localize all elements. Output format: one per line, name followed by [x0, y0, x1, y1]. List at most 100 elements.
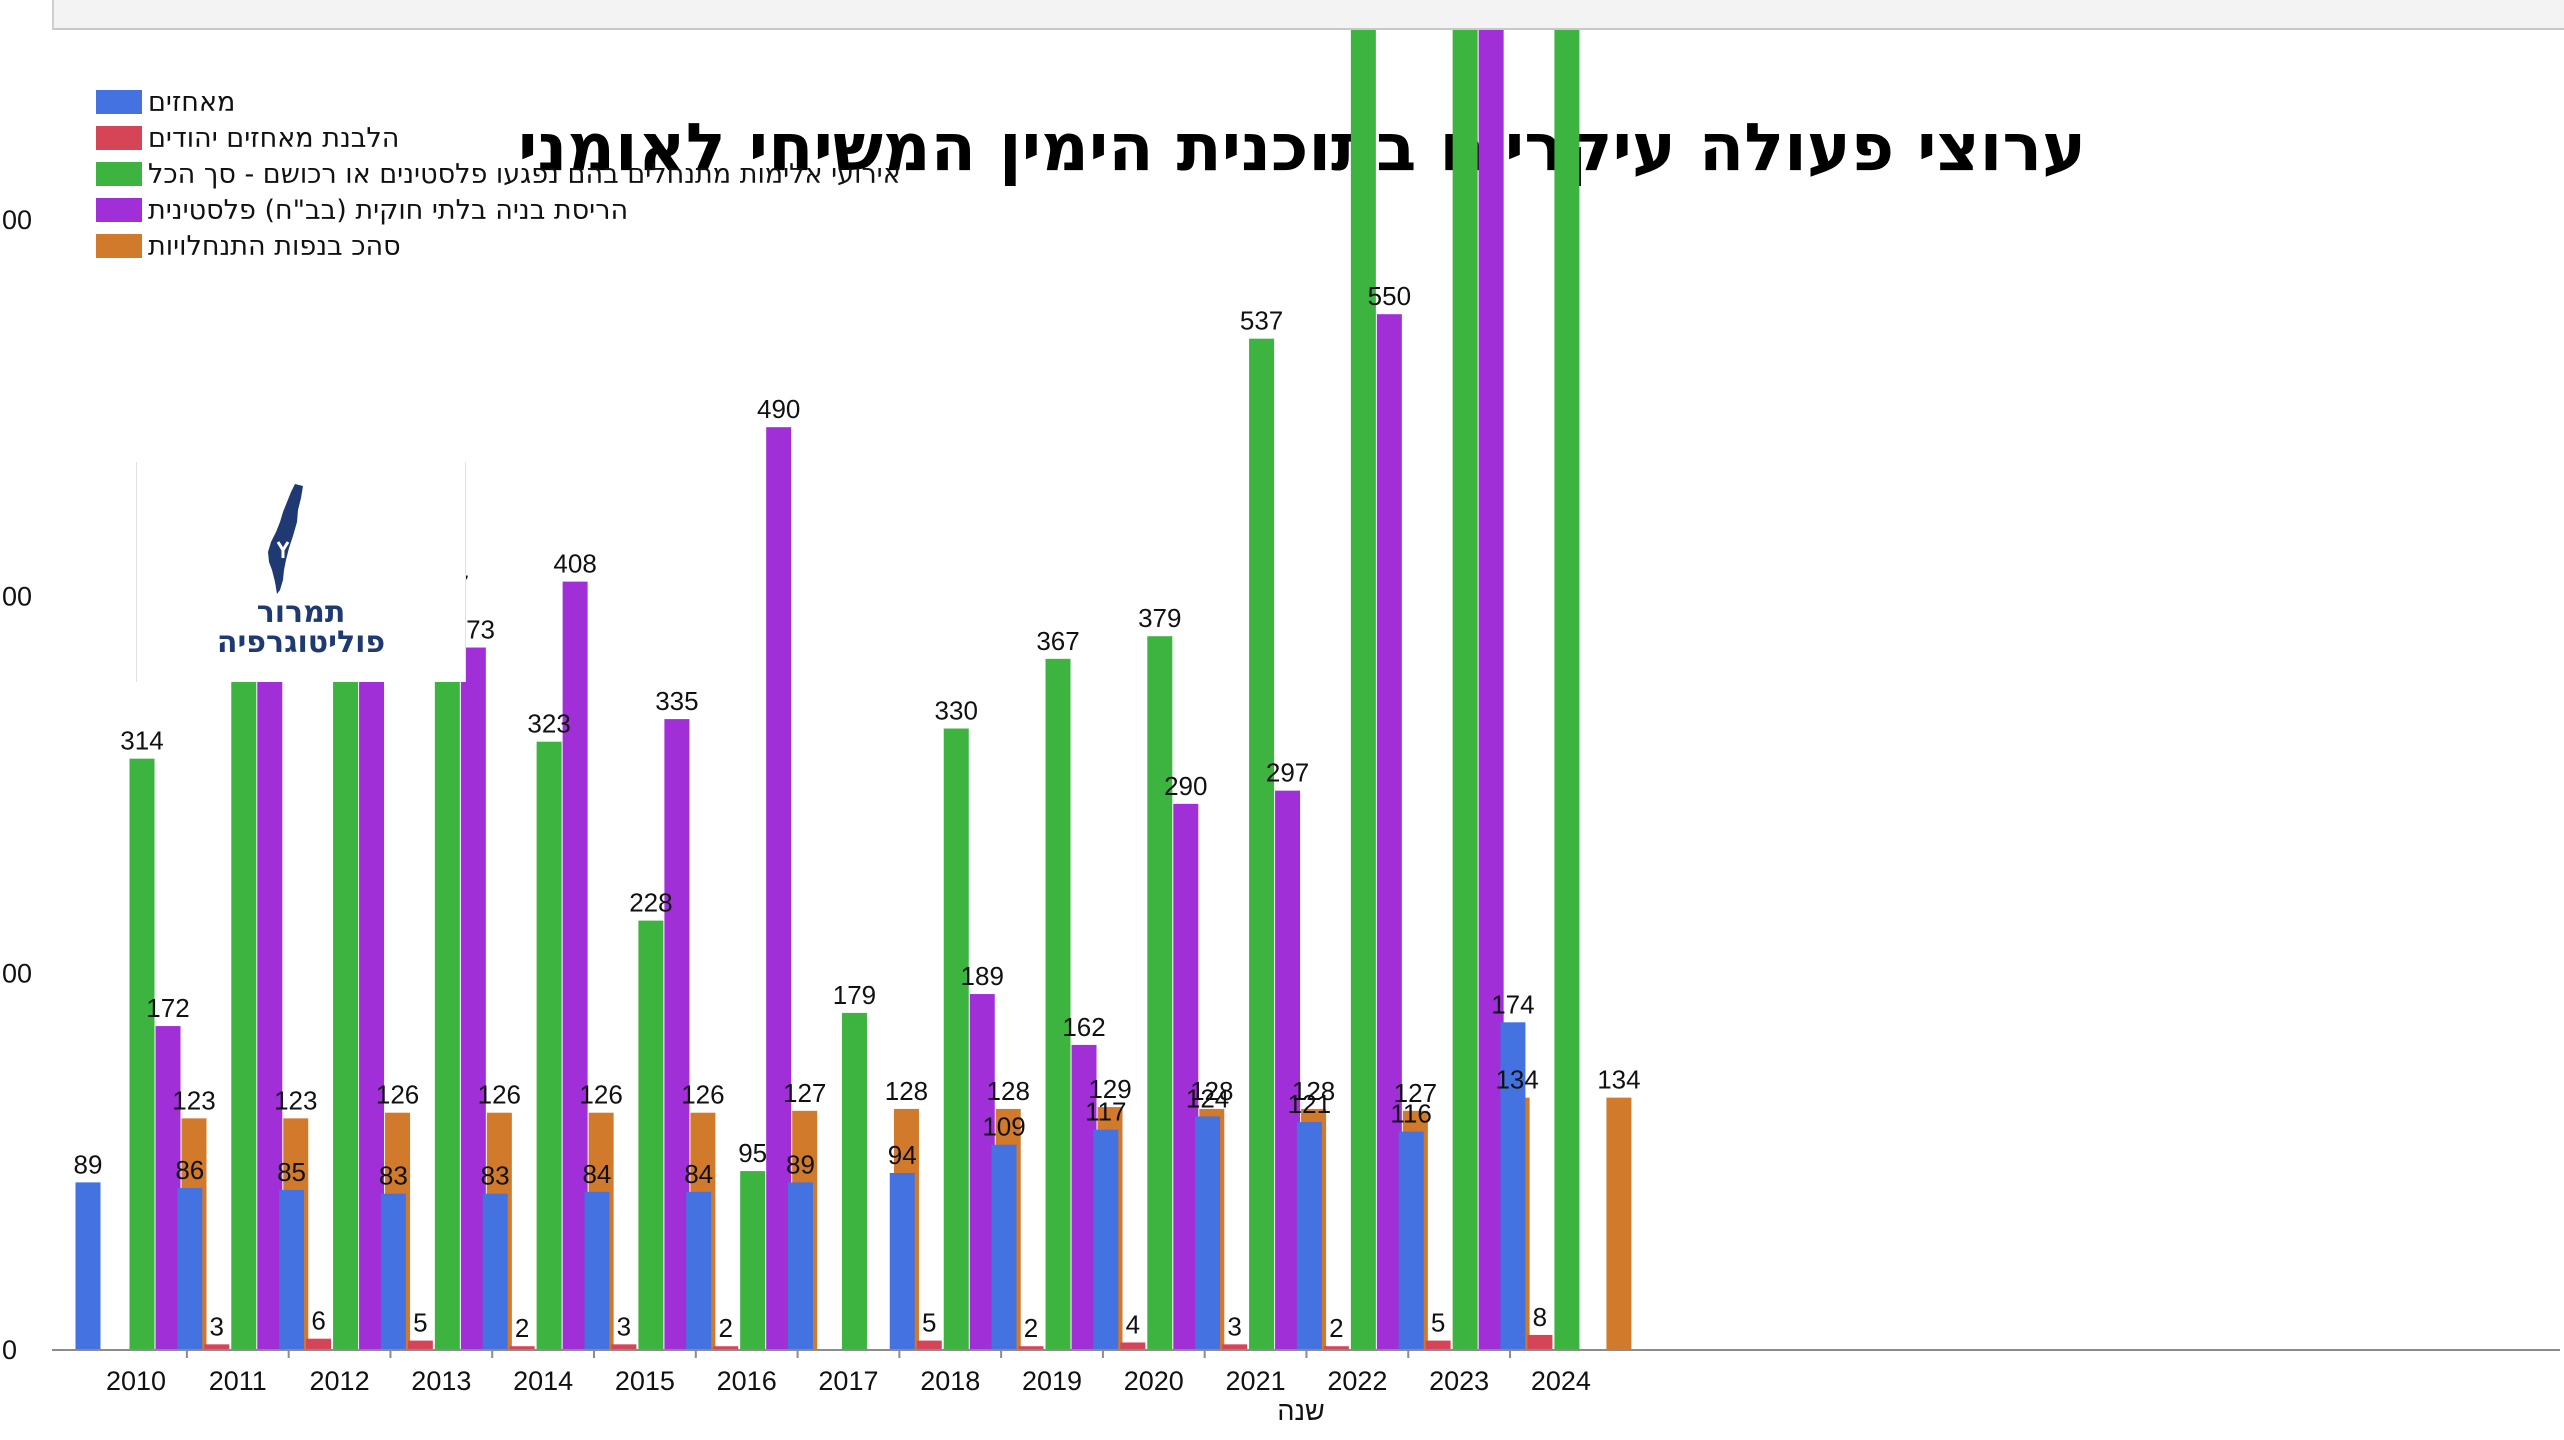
- data-label: 172: [146, 993, 189, 1023]
- bar: [1018, 1346, 1044, 1350]
- data-label: 109: [982, 1112, 1025, 1142]
- data-label: 86: [175, 1155, 204, 1185]
- data-label: 379: [1138, 603, 1181, 633]
- bar: [359, 606, 385, 1350]
- legend-swatch: [96, 126, 142, 150]
- bar: [1554, 30, 1580, 1351]
- y-tick-label: 00: [2, 582, 32, 612]
- x-tick-label: 2020: [1124, 1366, 1184, 1396]
- legend-swatch: [96, 198, 142, 222]
- bar: [460, 647, 486, 1350]
- map-icon: תמרור פוליטוגרפיה: [217, 484, 385, 660]
- legend-label: אירועי אלימות מתנחלים בהם נפגעו פלסטינים…: [148, 159, 901, 190]
- logo: תמרור פוליטוגרפיה: [136, 462, 466, 682]
- bar: [664, 719, 690, 1350]
- bar: [75, 1182, 101, 1350]
- bar: [1173, 803, 1199, 1350]
- data-label: 134: [1597, 1065, 1640, 1095]
- x-tick-label: 2014: [513, 1366, 573, 1396]
- data-label: 127: [783, 1078, 826, 1108]
- bar: [991, 1144, 1017, 1350]
- y-tick-label: 00: [2, 205, 32, 235]
- data-label: 129: [1088, 1074, 1131, 1104]
- bar: [1045, 658, 1071, 1350]
- bar: [333, 655, 359, 1350]
- data-label: 323: [527, 709, 570, 739]
- data-label: 330: [935, 696, 978, 726]
- bar: [155, 1026, 181, 1350]
- bar: [584, 1191, 610, 1350]
- data-label: 94: [888, 1140, 917, 1170]
- data-label: 5: [922, 1308, 936, 1338]
- x-tick-label: 2018: [920, 1366, 980, 1396]
- bar: [1093, 1129, 1119, 1350]
- bar: [177, 1188, 203, 1350]
- bar: [1249, 338, 1275, 1350]
- x-tick-label: 2012: [310, 1366, 370, 1396]
- bar: [1275, 790, 1301, 1350]
- data-label: 85: [277, 1157, 306, 1187]
- x-tick-label: 2015: [615, 1366, 675, 1396]
- bar: [204, 1344, 230, 1350]
- y-axis: 000000000000000: [2, 205, 32, 1365]
- data-label: 128: [987, 1076, 1030, 1106]
- data-label: 117: [1085, 1097, 1126, 1127]
- data-label: 83: [481, 1161, 510, 1191]
- legend: מאחזים הלבנת מאחזים יהודים אירועי אלימות מ…: [96, 87, 901, 262]
- x-tick-label: 2022: [1327, 1366, 1387, 1396]
- data-label: 174: [1491, 989, 1534, 1019]
- data-label: 3: [617, 1311, 631, 1341]
- data-label: 550: [1368, 281, 1411, 311]
- data-label: 6: [311, 1306, 325, 1336]
- x-tick-label: 2023: [1429, 1366, 1489, 1396]
- data-label: 5: [413, 1308, 427, 1338]
- legend-label: סהכ בנפות התנחלויות: [148, 231, 401, 262]
- data-label: 290: [1164, 771, 1207, 801]
- bar: [686, 1191, 712, 1350]
- data-label: 2: [1024, 1313, 1038, 1343]
- legend-label: הריסת בניה בלתי חוקית (בב"ח) פלסטינית: [148, 195, 628, 226]
- data-label: 89: [786, 1149, 815, 1179]
- data-label: 314: [120, 726, 163, 756]
- x-tick-label: 2013: [411, 1366, 471, 1396]
- y-tick-label: 0: [2, 1335, 17, 1365]
- bar: [1195, 1116, 1221, 1350]
- bar: [740, 1171, 766, 1350]
- bar: [407, 1340, 433, 1350]
- legend-swatch: [96, 234, 142, 258]
- bar: [1323, 1346, 1349, 1350]
- data-label: 2: [515, 1313, 529, 1343]
- bar: [509, 1346, 535, 1350]
- data-label: 5: [1431, 1308, 1445, 1338]
- window-top-bar: [0, 0, 2564, 30]
- data-label: 189: [961, 961, 1004, 991]
- bar: [1606, 1097, 1632, 1350]
- x-tick-label: 2024: [1531, 1366, 1591, 1396]
- data-label: 121: [1288, 1089, 1331, 1119]
- bar: [916, 1340, 942, 1350]
- data-label: 116: [1390, 1099, 1431, 1129]
- data-label: 162: [1062, 1012, 1105, 1042]
- data-label: 4: [1126, 1309, 1140, 1339]
- legend-label: הלבנת מאחזים יהודים: [148, 123, 399, 154]
- bar: [1452, 30, 1478, 1350]
- x-tick-label: 2021: [1226, 1366, 1286, 1396]
- bar: [1398, 1131, 1424, 1350]
- bar: [231, 553, 257, 1350]
- data-label: 8: [1533, 1302, 1547, 1332]
- data-label: 134: [1495, 1065, 1538, 1095]
- bar: [1296, 1122, 1322, 1350]
- data-label: 126: [376, 1080, 419, 1110]
- data-label: 297: [1266, 758, 1309, 788]
- bar: [766, 427, 792, 1351]
- data-label: 3: [210, 1311, 224, 1341]
- bar: [1120, 1342, 1146, 1350]
- data-label: 127: [1394, 1078, 1437, 1108]
- bar: [638, 920, 664, 1350]
- data-label: 126: [478, 1080, 521, 1110]
- bar: [306, 1338, 332, 1350]
- bar: [1478, 30, 1504, 1351]
- bar: [434, 602, 460, 1350]
- data-label: 84: [684, 1159, 713, 1189]
- data-label: 490: [757, 394, 800, 424]
